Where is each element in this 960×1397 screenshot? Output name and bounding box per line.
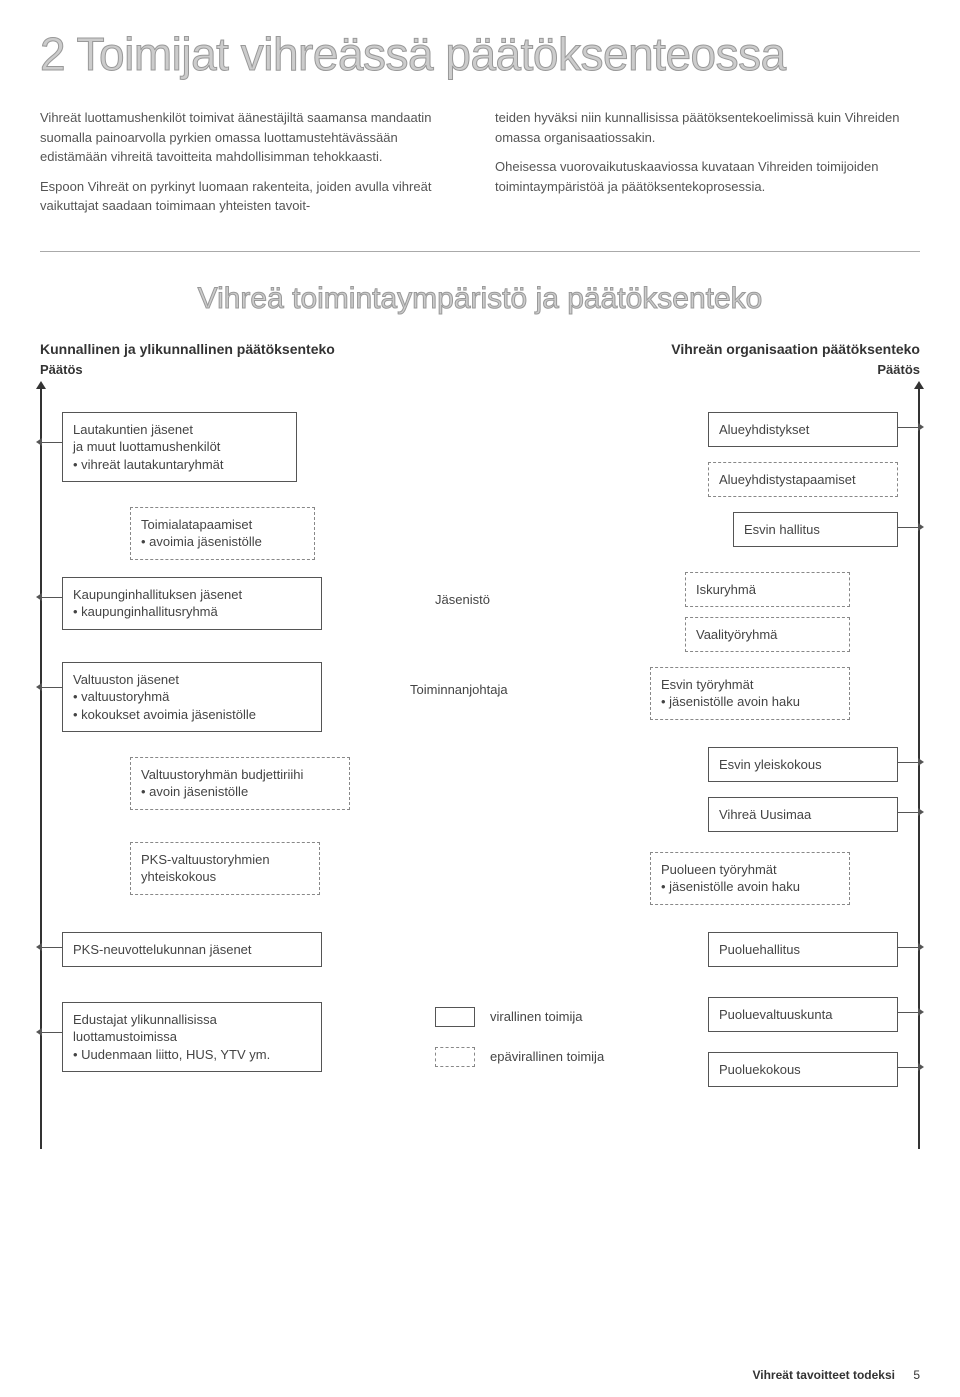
legend-official: virallinen toimija bbox=[490, 1009, 582, 1024]
box-valtuusto: Valtuuston jäsenet • valtuustoryhmä • ko… bbox=[62, 662, 322, 733]
connector bbox=[42, 1032, 62, 1033]
intro-left-p1: Vihreät luottamushenkilöt toimivat äänes… bbox=[40, 108, 465, 167]
connector bbox=[42, 687, 62, 688]
flow-diagram: Lautakuntien jäsenet ja muut luottamushe… bbox=[40, 387, 920, 1197]
connector bbox=[898, 427, 918, 428]
diagram-title: Vihreä toimintaympäristö ja päätöksentek… bbox=[40, 282, 920, 316]
connector bbox=[42, 597, 62, 598]
box-esvin-tyo: Esvin työryhmät • jäsenistölle avoin hak… bbox=[650, 667, 850, 720]
connector bbox=[898, 1012, 918, 1013]
decision-label-left: Päätös bbox=[40, 362, 83, 377]
page-number: 5 bbox=[913, 1368, 920, 1382]
box-vaalityo: Vaalityöryhmä bbox=[685, 617, 850, 653]
arrow-up-left-icon bbox=[36, 381, 46, 389]
separator bbox=[40, 251, 920, 252]
box-budjetti: Valtuustoryhmän budjettiriihi • avoin jä… bbox=[130, 757, 350, 810]
connector bbox=[898, 527, 918, 528]
page-footer: Vihreät tavoitteet todeksi 5 bbox=[752, 1368, 920, 1382]
intro-left-p2: Espoon Vihreät on pyrkinyt luomaan raken… bbox=[40, 177, 465, 216]
label-toiminnanjohtaja: Toiminnanjohtaja bbox=[410, 682, 508, 697]
box-pks-neuv: PKS-neuvottelukunnan jäsenet bbox=[62, 932, 322, 968]
connector bbox=[42, 947, 62, 948]
box-lautakunnat: Lautakuntien jäsenet ja muut luottamushe… bbox=[62, 412, 297, 483]
box-pks-yhteis: PKS-valtuustoryhmien yhteiskokous bbox=[130, 842, 320, 895]
box-yleiskokous: Esvin yleiskokous bbox=[708, 747, 898, 783]
footer-text: Vihreät tavoitteet todeksi bbox=[752, 1368, 895, 1382]
connector bbox=[898, 947, 918, 948]
box-puoluekok: Puoluekokous bbox=[708, 1052, 898, 1088]
legend-dashed-icon bbox=[435, 1047, 475, 1067]
intro-columns: Vihreät luottamushenkilöt toimivat äänes… bbox=[40, 108, 920, 226]
box-uusimaa: Vihreä Uusimaa bbox=[708, 797, 898, 833]
arrow-up-right-icon bbox=[914, 381, 924, 389]
decision-label-right: Päätös bbox=[877, 362, 920, 377]
box-esvin-hall: Esvin hallitus bbox=[733, 512, 898, 548]
box-puolue-tyo: Puolueen työryhmät • jäsenistölle avoin … bbox=[650, 852, 850, 905]
connector bbox=[898, 1067, 918, 1068]
legend-solid-icon bbox=[435, 1007, 475, 1027]
intro-right-p2: Oheisessa vuorovaikutuskaaviossa kuvataa… bbox=[495, 157, 920, 196]
right-trunk bbox=[918, 387, 920, 1149]
page-title: 2 Toimijat vihreässä päätöksenteossa bbox=[40, 30, 920, 78]
column-heading-left: Kunnallinen ja ylikunnallinen päätöksent… bbox=[40, 341, 335, 357]
box-puoluevalt: Puoluevaltuuskunta bbox=[708, 997, 898, 1033]
connector bbox=[898, 762, 918, 763]
connector bbox=[898, 812, 918, 813]
box-toimiala: Toimialatapaamiset • avoimia jäsenistöll… bbox=[130, 507, 315, 560]
column-heading-right: Vihreän organisaation päätöksenteko bbox=[671, 341, 920, 357]
box-kh: Kaupunginhallituksen jäsenet • kaupungin… bbox=[62, 577, 322, 630]
legend-unofficial: epävirallinen toimija bbox=[490, 1049, 604, 1064]
box-puoluehall: Puoluehallitus bbox=[708, 932, 898, 968]
box-edustajat: Edustajat ylikunnallisissa luottamustoim… bbox=[62, 1002, 322, 1073]
box-iskuryhma: Iskuryhmä bbox=[685, 572, 850, 608]
connector bbox=[42, 442, 62, 443]
box-alueyhd: Alueyhdistykset bbox=[708, 412, 898, 448]
box-alueyhd-tap: Alueyhdistystapaamiset bbox=[708, 462, 898, 498]
label-jasenisto: Jäsenistö bbox=[435, 592, 490, 607]
intro-right-p1: teiden hyväksi niin kunnallisissa päätök… bbox=[495, 108, 920, 147]
